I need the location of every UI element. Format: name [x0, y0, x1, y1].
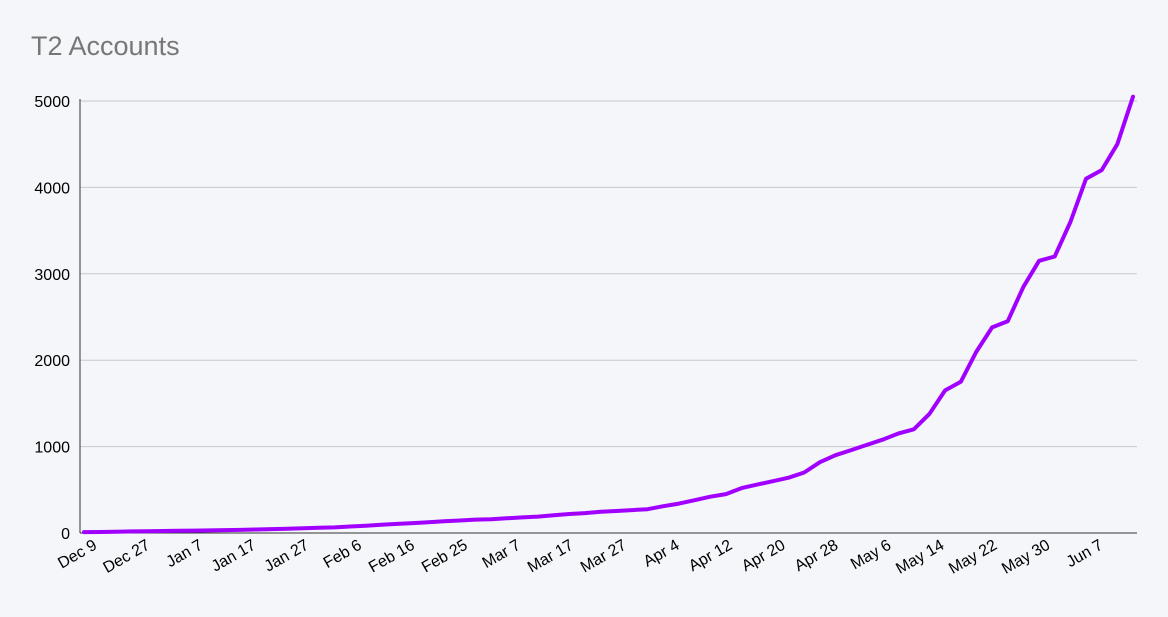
- x-tick-label: Apr 12: [686, 537, 735, 575]
- x-tick-label: Apr 28: [792, 537, 841, 575]
- axes: [79, 99, 1137, 534]
- x-axis-ticks: Dec 9 Dec 27 Jan 7 Jan 17 Jan 27 Feb 6 Feb 16 F…: [55, 537, 1106, 578]
- x-tick-label: Feb 25: [419, 537, 471, 577]
- y-tick-label: 5000: [34, 94, 70, 111]
- chart-title: T2 Accounts: [31, 31, 180, 61]
- y-tick-label: 2000: [34, 353, 70, 370]
- y-tick-label: 4000: [34, 180, 70, 197]
- x-tick-label: Feb 6: [321, 537, 365, 572]
- x-tick-label: Jan 27: [262, 537, 312, 576]
- y-tick-label: 3000: [34, 267, 70, 284]
- x-tick-label: Mar 27: [578, 537, 630, 577]
- x-tick-label: Mar 17: [525, 537, 577, 577]
- x-tick-label: Jun 7: [1064, 537, 1106, 571]
- x-tick-label: May 14: [893, 537, 947, 578]
- y-tick-label: 1000: [34, 440, 70, 457]
- y-tick-label: 0: [61, 526, 70, 543]
- series-line: [82, 94, 1135, 535]
- x-tick-label: May 22: [946, 537, 1000, 578]
- x-tick-label: Feb 16: [366, 537, 418, 577]
- grid-lines: [80, 100, 1137, 448]
- x-tick-label: Apr 20: [739, 537, 788, 575]
- x-tick-label: Dec 27: [101, 537, 153, 577]
- x-tick-label: Jan 7: [163, 537, 205, 571]
- x-tick-label: May 30: [999, 537, 1053, 578]
- x-tick-label: May 6: [848, 537, 894, 574]
- x-tick-label: Mar 7: [480, 537, 524, 572]
- y-axis-ticks: 0 1000 2000 3000 4000 5000: [34, 94, 70, 543]
- x-tick-label: Jan 17: [209, 537, 259, 576]
- x-tick-label: Apr 4: [641, 537, 683, 571]
- series-group: [82, 94, 1135, 535]
